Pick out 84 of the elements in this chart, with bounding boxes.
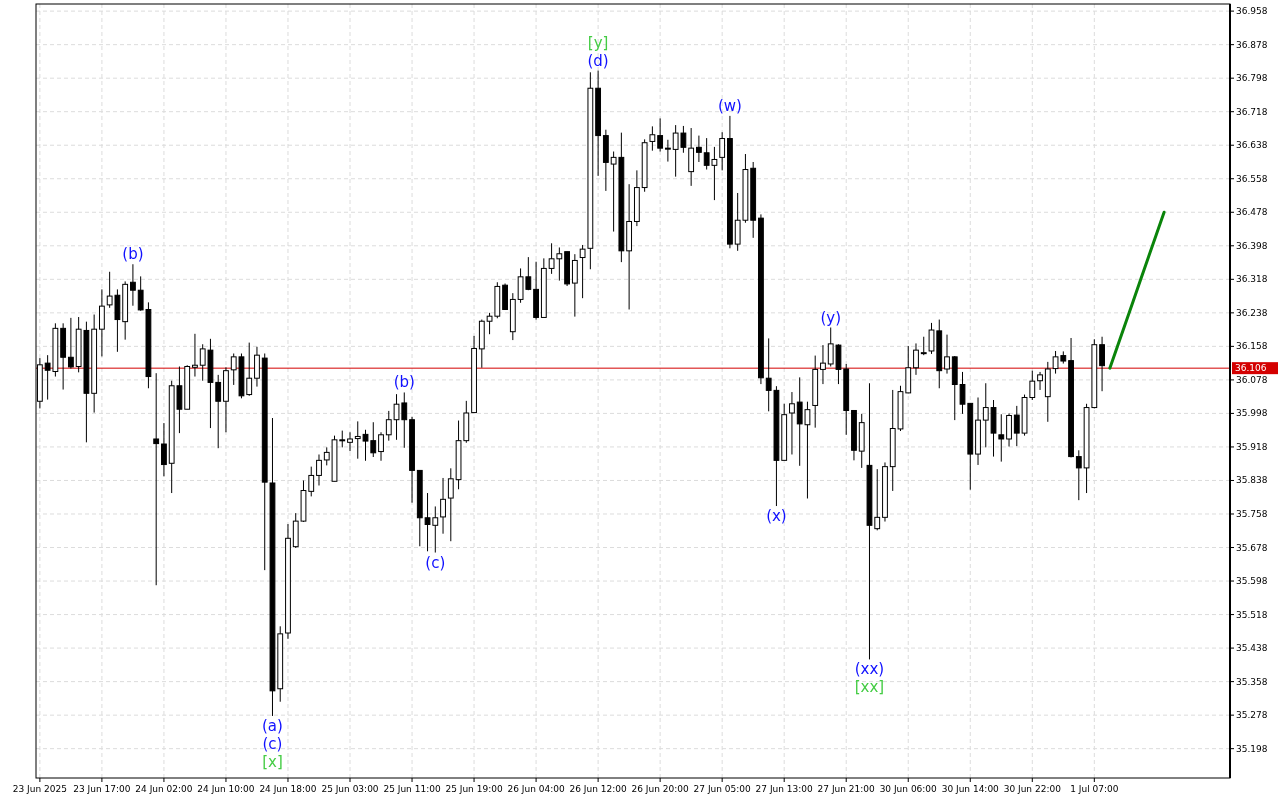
x-tick-label: 30 Jun 14:00 [941,784,1000,794]
y-tick-label: 36.558 [1236,173,1268,184]
y-tick-label: 35.198 [1236,743,1268,754]
candlestick [688,127,695,187]
y-tick-label: 35.518 [1236,609,1268,620]
x-tick-label: 30 Jun 22:00 [1003,784,1062,794]
y-tick-label: 35.598 [1236,576,1268,587]
candlestick [153,372,160,586]
y-tick-label: 35.678 [1236,542,1268,553]
x-tick-label: 27 Jun 13:00 [755,784,814,794]
annotation: [x] [262,752,283,771]
x-tick-label: 1 Jul 07:00 [1070,784,1119,794]
annotation: (xx) [854,660,885,679]
x-tick-label: 30 Jun 06:00 [879,784,938,794]
candlestick [649,125,656,152]
annotation: (c) [425,553,446,572]
y-tick-label: 36.958 [1236,6,1268,17]
y-tick-label: 35.438 [1236,643,1268,654]
x-tick-label: 25 Jun 03:00 [321,784,379,794]
x-tick-label: 26 Jun 12:00 [569,784,627,794]
candlestick [719,131,726,171]
annotation: (d) [587,51,609,70]
candlestick [161,422,167,477]
x-tick-label: 24 Jun 02:00 [135,784,193,794]
x-tick-label: 26 Jun 04:00 [507,784,565,794]
x-tick-label: 24 Jun 18:00 [259,784,317,794]
y-tick-label: 36.398 [1236,240,1268,251]
line-series [1108,210,1166,370]
y-tick-label: 36.078 [1236,374,1268,385]
candlestick [1075,449,1082,501]
y-tick-label: 35.278 [1236,710,1268,721]
x-tick-label: 23 Jun 2025 [12,784,67,794]
ref-line-label: 36.106 [1235,363,1267,374]
y-tick-label: 36.158 [1236,341,1268,352]
x-tick-label: 25 Jun 11:00 [383,784,441,794]
annotation: (b) [393,373,415,392]
y-tick-label: 36.878 [1236,39,1268,50]
x-tick-label: 23 Jun 17:00 [73,784,131,794]
x-tick-label: 25 Jun 19:00 [445,784,503,794]
y-tick-label: 35.838 [1236,475,1268,486]
annotation: [xx] [854,678,885,697]
candlestick [316,453,322,486]
candlestick [789,391,795,455]
candlestick [913,342,919,376]
candlestick [192,333,198,378]
candlestick [347,431,353,452]
candlestick [440,477,446,535]
candlestick [99,288,105,357]
candlestick [67,317,74,370]
candlestick [944,334,950,375]
annotation: (w) [717,96,742,115]
candlestick [1099,336,1105,392]
candlestick [571,253,578,318]
x-tick-label: 24 Jun 10:00 [197,784,255,794]
y-tick-label: 36.478 [1236,207,1268,218]
x-tick-label: 27 Jun 21:00 [817,784,876,794]
candlestick [1037,371,1043,391]
candlestick [378,431,384,462]
annotation: (a) [262,716,283,735]
annotation: (b) [122,245,144,264]
y-tick-label: 35.918 [1236,441,1268,452]
y-tick-label: 36.718 [1236,106,1268,117]
x-tick-label: 26 Jun 20:00 [631,784,689,794]
candlestick [1006,412,1012,448]
annotation: [y] [587,33,609,52]
y-tick-label: 35.998 [1236,408,1268,419]
x-tick-label: 27 Jun 05:00 [693,784,752,794]
annotation: (y) [820,308,841,327]
candlestick [130,263,136,307]
y-tick-label: 35.758 [1236,508,1268,519]
candlestick [920,336,927,356]
y-tick-label: 36.638 [1236,140,1268,151]
candlestick [254,346,260,388]
y-tick-label: 36.798 [1236,73,1268,84]
y-tick-label: 36.238 [1236,307,1268,318]
y-tick-label: 35.358 [1236,676,1268,687]
annotation: (c) [262,734,283,753]
candlestick [664,139,671,163]
candlestick [820,344,826,385]
candlestick [998,413,1005,463]
y-tick-label: 36.318 [1236,274,1268,285]
annotation: (x) [766,507,787,526]
candlestick [696,135,702,163]
candlestick [657,117,664,153]
